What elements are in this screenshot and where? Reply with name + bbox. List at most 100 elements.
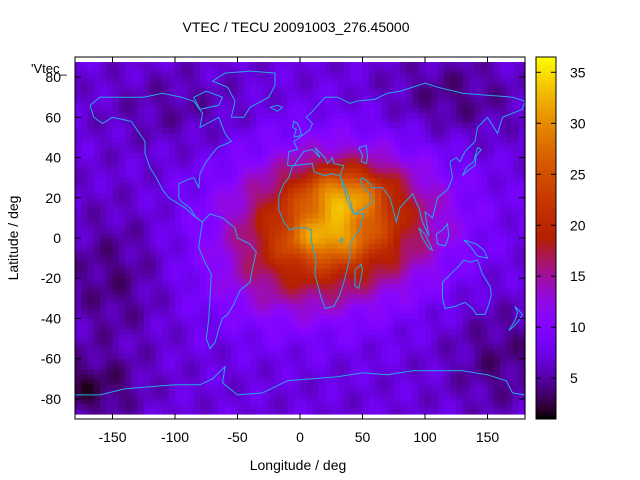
heatmap-cell <box>262 263 270 269</box>
heatmap-cell <box>162 182 170 189</box>
heatmap-cell <box>306 258 314 264</box>
heatmap-cell <box>75 177 82 184</box>
heatmap-cell <box>156 182 164 189</box>
heatmap-cell <box>306 313 314 320</box>
heatmap-cell <box>218 388 226 395</box>
heatmap-cell <box>231 172 239 179</box>
heatmap-cell <box>87 117 95 123</box>
heatmap-cell <box>300 298 307 304</box>
heatmap-cell <box>356 62 364 68</box>
heatmap-cell <box>237 172 245 179</box>
heatmap-cell <box>93 127 101 134</box>
heatmap-cell <box>481 403 489 410</box>
heatmap-cell <box>362 298 370 304</box>
heatmap-cell <box>87 162 95 169</box>
heatmap-cell <box>212 368 220 375</box>
heatmap-cell <box>106 92 114 98</box>
heatmap-cell <box>112 268 120 274</box>
heatmap-cell <box>456 268 464 274</box>
heatmap-cell <box>206 122 214 128</box>
heatmap-cell <box>81 368 89 375</box>
heatmap-cell <box>112 303 120 309</box>
heatmap-cell <box>381 293 389 299</box>
heatmap-cell <box>475 328 482 335</box>
heatmap-cell <box>106 253 114 259</box>
heatmap-cell <box>150 162 157 169</box>
heatmap-cell <box>481 107 489 113</box>
heatmap-cell <box>87 293 95 299</box>
heatmap-cell <box>437 167 445 174</box>
heatmap-cell <box>306 87 314 93</box>
heatmap-cell <box>368 393 376 400</box>
heatmap-cell <box>287 222 295 229</box>
heatmap-cell <box>200 202 207 209</box>
heatmap-cell <box>500 283 507 289</box>
heatmap-cell <box>212 328 220 335</box>
heatmap-cell <box>275 293 282 299</box>
heatmap-cell <box>350 127 357 134</box>
heatmap-cell <box>456 72 464 78</box>
heatmap-cell <box>418 238 426 244</box>
heatmap-cell <box>293 212 301 219</box>
heatmap-cell <box>481 353 489 360</box>
heatmap-cell <box>243 217 251 224</box>
heatmap-cell <box>487 202 495 209</box>
heatmap-cell <box>250 258 257 264</box>
heatmap-cell <box>418 202 426 209</box>
heatmap-cell <box>293 328 301 335</box>
heatmap-cell <box>268 263 276 269</box>
heatmap-cell <box>293 102 301 108</box>
heatmap-cell <box>362 273 370 279</box>
heatmap-cell <box>250 222 257 229</box>
heatmap-cell <box>493 122 501 128</box>
heatmap-cell <box>112 122 120 128</box>
heatmap-cell <box>256 358 264 365</box>
heatmap-cell <box>362 338 370 345</box>
heatmap-cell <box>387 293 395 299</box>
heatmap-cell <box>300 273 307 279</box>
heatmap-cell <box>325 368 332 375</box>
heatmap-cell <box>168 172 176 179</box>
heatmap-cell <box>268 308 276 315</box>
heatmap-cell <box>500 207 507 214</box>
heatmap-cell <box>462 127 470 134</box>
heatmap-cell <box>325 107 332 113</box>
heatmap-cell <box>337 313 345 320</box>
heatmap-cell <box>362 167 370 174</box>
heatmap-cell <box>362 258 370 264</box>
heatmap-cell <box>362 293 370 299</box>
heatmap-cell <box>462 253 470 259</box>
heatmap-cell <box>325 227 332 234</box>
heatmap-cell <box>106 207 114 214</box>
heatmap-cell <box>400 172 407 179</box>
heatmap-cell <box>368 263 376 269</box>
heatmap-cell <box>481 328 489 335</box>
heatmap-cell <box>356 273 364 279</box>
heatmap-cell <box>200 92 207 98</box>
heatmap-cell <box>212 323 220 330</box>
heatmap-cell <box>268 253 276 259</box>
heatmap-cell <box>400 293 407 299</box>
heatmap-cell <box>106 408 114 415</box>
heatmap-cell <box>156 67 164 73</box>
heatmap-cell <box>337 263 345 269</box>
heatmap-cell <box>362 263 370 269</box>
heatmap-cell <box>168 167 176 174</box>
heatmap-cell <box>281 132 289 139</box>
heatmap-cell <box>87 238 95 244</box>
heatmap-cell <box>125 358 132 365</box>
heatmap-cell <box>206 172 214 179</box>
heatmap-cell <box>487 62 495 68</box>
heatmap-cell <box>381 227 389 234</box>
heatmap-cell <box>268 177 276 184</box>
heatmap-cell <box>237 132 245 139</box>
heatmap-cell <box>206 232 214 239</box>
heatmap-cell <box>87 217 95 224</box>
heatmap-cell <box>81 77 89 83</box>
heatmap-cell <box>137 363 145 370</box>
heatmap-cell <box>256 227 264 234</box>
heatmap-cell <box>375 132 382 139</box>
heatmap-cell <box>262 222 270 229</box>
heatmap-cell <box>462 182 470 189</box>
heatmap-cell <box>218 238 226 244</box>
